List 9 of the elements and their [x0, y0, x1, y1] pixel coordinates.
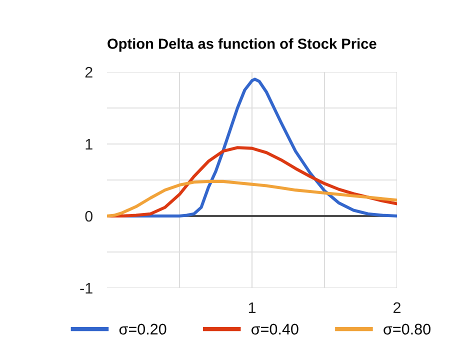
- y-tick-label: -1: [80, 283, 92, 294]
- chart-title: Option Delta as function of Stock Price: [108, 38, 376, 52]
- y-tick-label: 0: [85, 210, 93, 222]
- legend-label: σ=0.40: [252, 324, 298, 335]
- y-tick-label: 1: [86, 139, 92, 150]
- legend-label: σ=0.80: [384, 324, 430, 335]
- line-series: [107, 180, 397, 218]
- y-tick-label: 2: [85, 66, 92, 78]
- legend-label: σ=0.20: [119, 324, 166, 335]
